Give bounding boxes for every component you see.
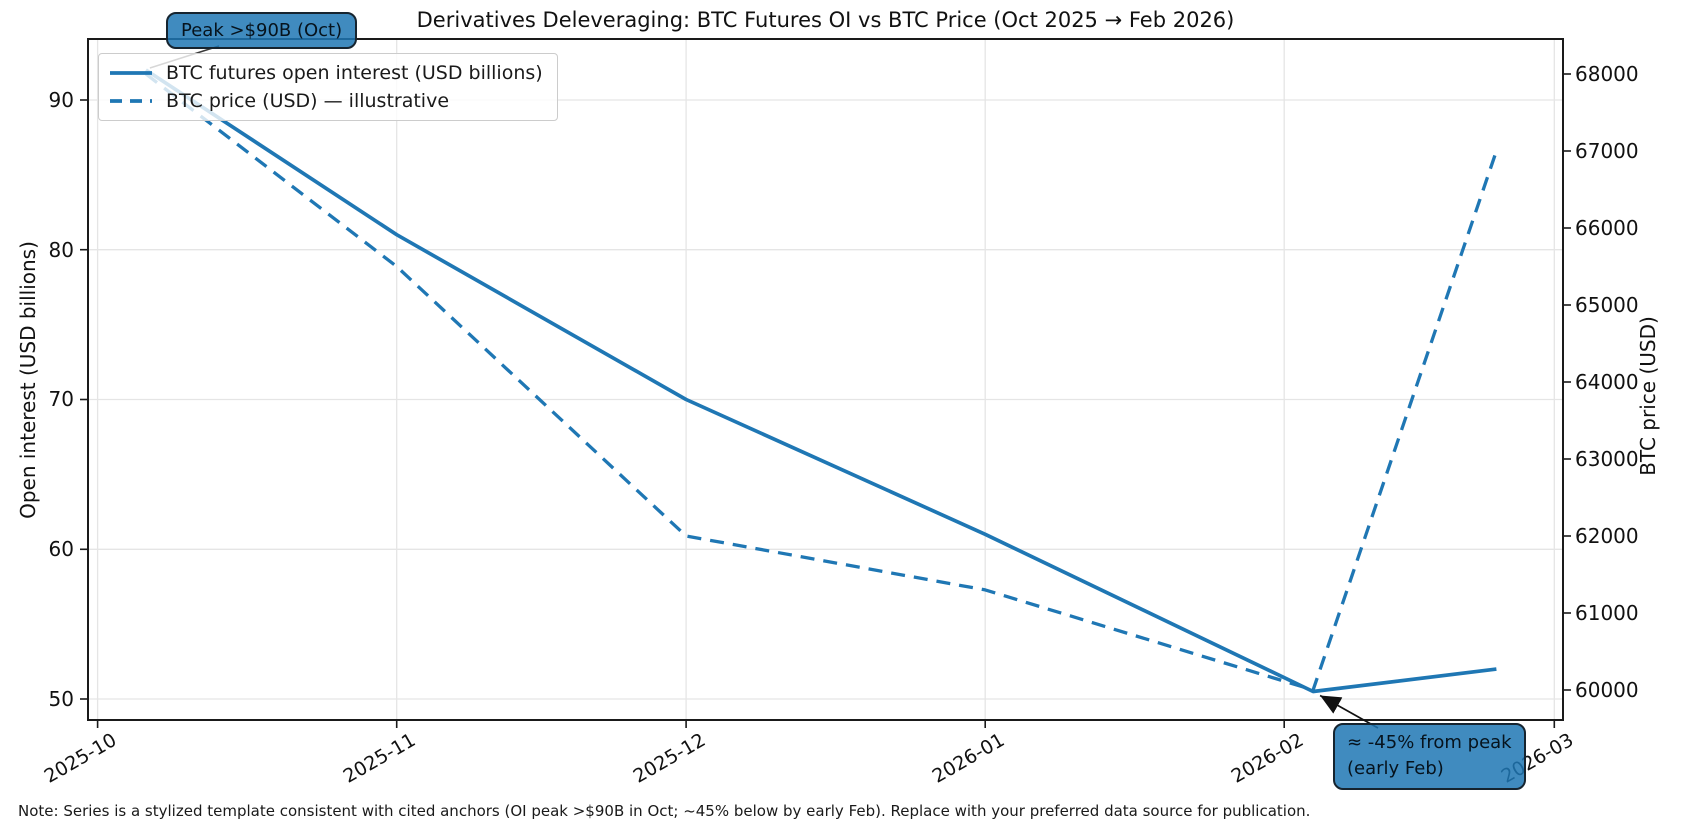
legend-item-price: BTC price (USD) — illustrative — [109, 87, 543, 115]
legend-label-open-interest: BTC futures open interest (USD billions) — [166, 62, 543, 84]
peak-annotation-text: Peak >$90B (Oct) — [181, 20, 343, 41]
right-tick-label: 61000 — [1575, 600, 1639, 625]
solid-line-swatch-icon — [110, 71, 152, 75]
series-open-interest — [144, 68, 1497, 694]
chart-title: Derivatives Deleveraging: BTC Futures OI… — [416, 8, 1235, 32]
footnote: Note: Series is a stylized template cons… — [18, 802, 1311, 820]
right-tick-label: 65000 — [1575, 293, 1639, 317]
left-tick-label: 60 — [48, 537, 74, 562]
legend: BTC futures open interest (USD billions)… — [98, 53, 558, 121]
peak-annotation: Peak >$90B (Oct) — [166, 12, 358, 49]
left-tick-label: 90 — [48, 87, 74, 112]
right-tick-label: 60000 — [1575, 677, 1639, 702]
right-tick-label: 67000 — [1575, 139, 1639, 164]
trough-annotation-line2: (early Feb) — [1347, 757, 1444, 779]
left-tick-label: 50 — [48, 687, 74, 712]
right-tick-label: 68000 — [1575, 62, 1639, 87]
left-tick-label: 80 — [48, 237, 74, 262]
legend-item-open-interest: BTC futures open interest (USD billions) — [109, 59, 543, 87]
right-tick-label: 66000 — [1575, 216, 1639, 241]
left-axis-label: Open interest (USD billions) — [16, 241, 40, 519]
trough-annotation: ≈ -45% from peak (early Feb) — [1333, 723, 1526, 791]
dashed-line-swatch-icon — [110, 99, 152, 103]
right-axis-label: BTC price (USD) — [1636, 316, 1660, 476]
right-tick-label: 63000 — [1575, 446, 1639, 471]
left-tick-label: 70 — [48, 387, 74, 412]
right-tick-label: 62000 — [1575, 523, 1639, 548]
legend-label-price: BTC price (USD) — illustrative — [166, 90, 450, 112]
right-tick-label: 64000 — [1575, 370, 1639, 394]
series-btc-price — [144, 72, 1498, 692]
trough-annotation-line1: ≈ -45% from peak — [1347, 732, 1512, 753]
